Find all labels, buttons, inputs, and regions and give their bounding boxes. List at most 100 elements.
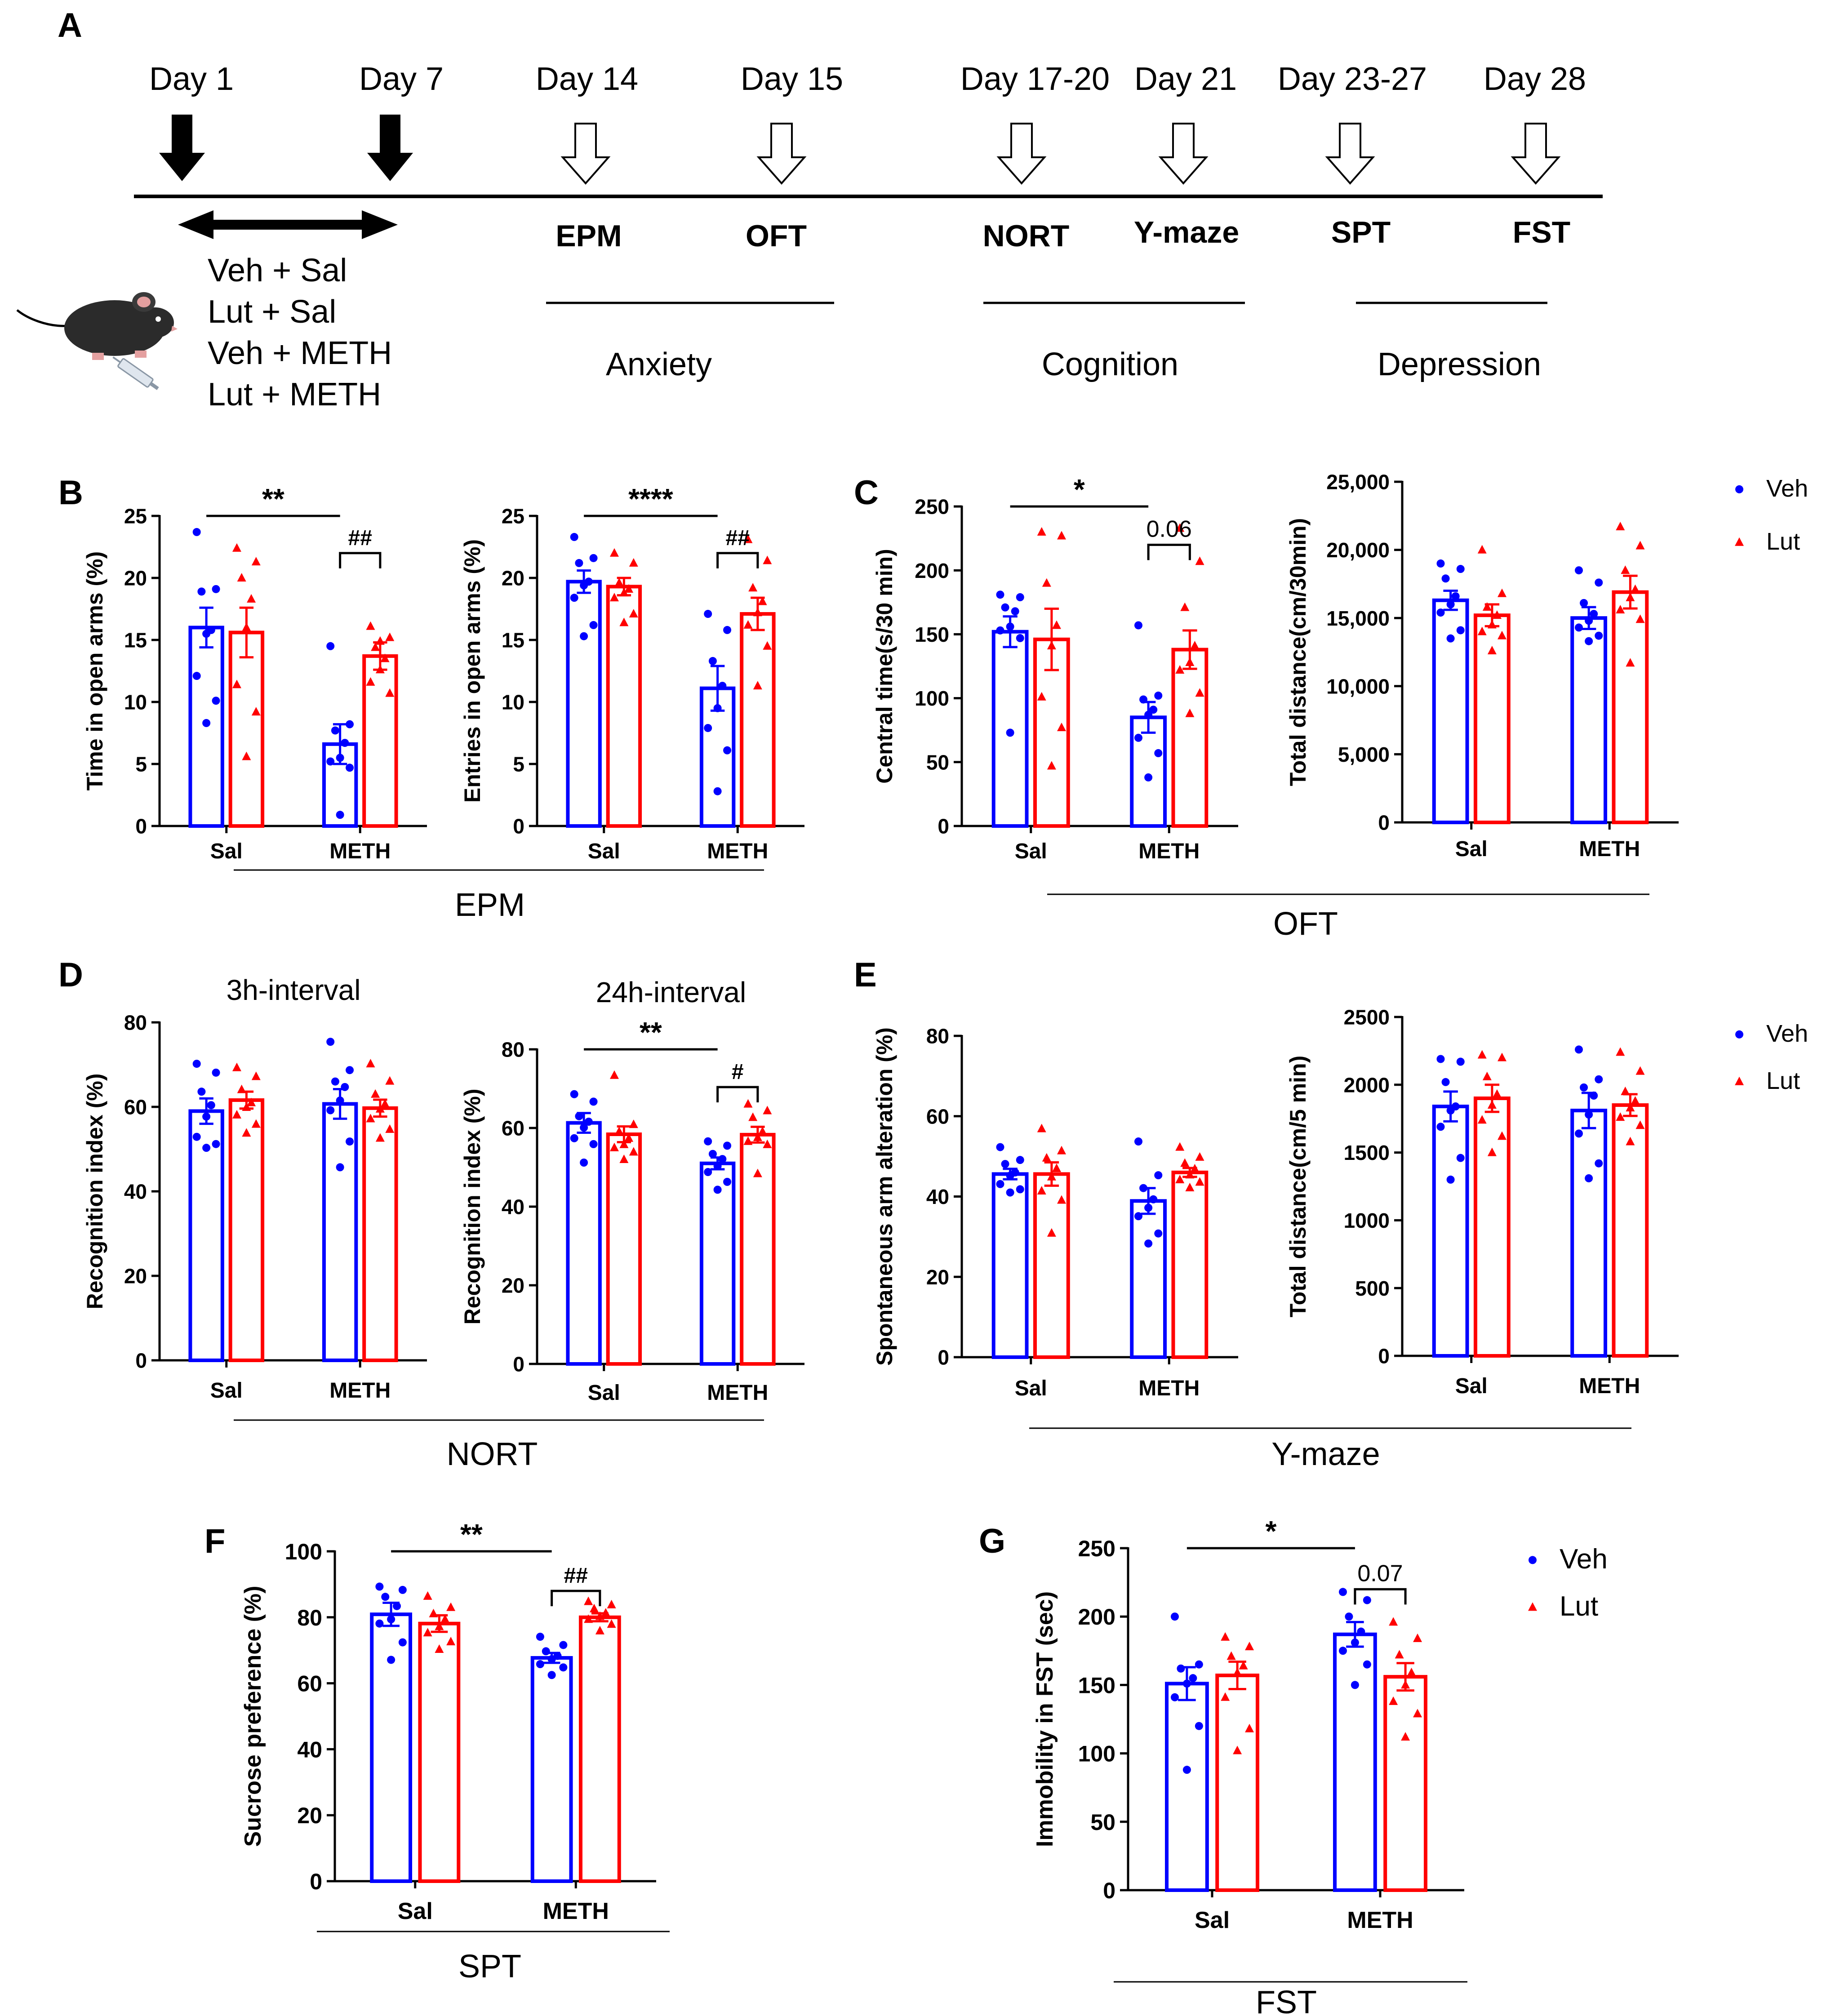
day-label: Day 1 [149,61,234,97]
x-tick-label: Sal [398,1898,433,1924]
y-tick-label: 40 [926,1185,949,1208]
lut-data-point [1221,1632,1230,1641]
veh-data-point [589,554,598,562]
significance-bracket [1147,543,1191,560]
lut-data-point [1180,1158,1190,1167]
lut-data-point [1175,1142,1185,1151]
x-tick-label: Sal [1015,839,1047,863]
veh-data-point [1144,773,1153,782]
day-label: Day 23-27 [1278,61,1427,97]
veh-data-point [326,1038,335,1046]
veh-data-point [704,724,712,732]
significance-label: # [732,1060,744,1084]
veh-data-point [996,626,1004,635]
veh-data-point [336,811,344,819]
lut-data-point [614,1126,624,1135]
lut-data-point [1401,1732,1410,1741]
lut-data-point [385,1124,395,1133]
x-tick-label: Sal [1455,1374,1488,1398]
lut-data-point [435,1621,444,1630]
lut-data-point [440,1614,450,1623]
veh-data-point [1134,1137,1142,1146]
veh-data-point [1154,749,1163,757]
x-tick-label: METH [1347,1907,1413,1933]
y-tick-label: 80 [502,1038,524,1061]
lut-data-point [1616,1047,1625,1056]
lut-data-point [1037,692,1046,701]
veh-data-point [1436,559,1445,568]
significance-label: 0.07 [1357,1560,1403,1586]
chart-fst-immobility: G 0 50 100 150 200 250 Immobility in FST (sec) S… [979,1515,1608,1933]
lut-data-point [609,1142,619,1151]
veh-data-point [1144,1239,1153,1248]
y-tick-label: 150 [1078,1673,1115,1698]
veh-data-point [1001,603,1009,612]
lut-data-point [366,677,375,686]
x-tick-label: METH [329,1379,391,1403]
y-tick-label: 0 [135,1349,147,1372]
y-tick-label: 15,000 [1326,607,1390,630]
chart-oft-total-distance: 0 5,000 10,000 15,000 20,000 25,000 Total dist… [1285,471,1808,861]
veh-data-point [723,746,732,755]
veh-data-point [1595,1075,1603,1083]
x-tick-label: METH [1138,1377,1200,1400]
lut-data-point [1487,645,1497,654]
y-tick-label: 100 [1078,1741,1115,1767]
y-tick-label: 50 [926,750,949,774]
y-axis-label: Recognition index (%) [460,1089,485,1325]
veh-data-point [387,1656,396,1664]
lut-data-point [1047,761,1056,770]
lut-data-point [609,1070,619,1079]
veh-data-point [708,657,717,665]
y-tick-label: 150 [915,623,949,646]
y-tick-label: 10 [502,691,524,714]
lut-data-point [1389,1617,1398,1626]
lut-data-point [743,1099,753,1108]
veh-data-point [1590,610,1598,618]
y-tick-label: 100 [915,687,949,710]
veh-data-point [996,1180,1004,1188]
y-tick-label: 0 [513,1353,524,1376]
y-tick-label: 0 [1378,811,1390,835]
veh-data-point [1016,634,1024,642]
veh-data-point [718,1155,727,1163]
lut-data-point [247,1097,256,1106]
veh-data-point [202,1144,211,1152]
veh-data-point [1338,1588,1347,1596]
veh-data-point [708,1150,717,1158]
veh-data-point [1580,599,1588,607]
lut-data-point [1195,1152,1204,1161]
lut-data-point [1185,1182,1195,1191]
veh-data-point [1182,1679,1191,1688]
veh-data-point [1436,1055,1445,1063]
veh-data-point [346,1137,354,1146]
lut-data-point [1175,665,1185,674]
y-tick-label: 20 [502,567,524,590]
lut-data-point [371,1089,380,1098]
lut-data-point [607,1619,616,1628]
veh-data-point [1585,1110,1593,1119]
lut-data-point [1190,1163,1200,1172]
x-tick-label: METH [1579,1374,1640,1398]
lut-data-point [624,584,634,593]
veh-data-point [1154,691,1163,700]
lut-data-point [232,1062,241,1071]
y-axis-label: Entries in open arms (%) [460,539,485,803]
y-tick-label: 60 [926,1105,949,1128]
veh-data-point [1016,593,1024,601]
veh-data-point [1011,607,1019,616]
veh-data-point [398,1638,407,1647]
y-tick-label: 40 [502,1195,524,1219]
y-axis-label: Total distance(cm/5 min) [1285,1056,1311,1318]
veh-data-point [212,697,220,705]
y-tick-label: 25 [124,505,147,528]
veh-data-point [704,1137,712,1146]
lut-data-point [1195,556,1204,565]
veh-data-point [723,626,732,634]
veh-data-point [713,787,722,795]
y-tick-label: 0 [513,815,524,838]
day-label: Day 7 [359,61,444,97]
veh-data-point [1585,617,1593,625]
filled-arrow-icon [367,115,413,181]
x-tick-label: Sal [588,1381,620,1405]
